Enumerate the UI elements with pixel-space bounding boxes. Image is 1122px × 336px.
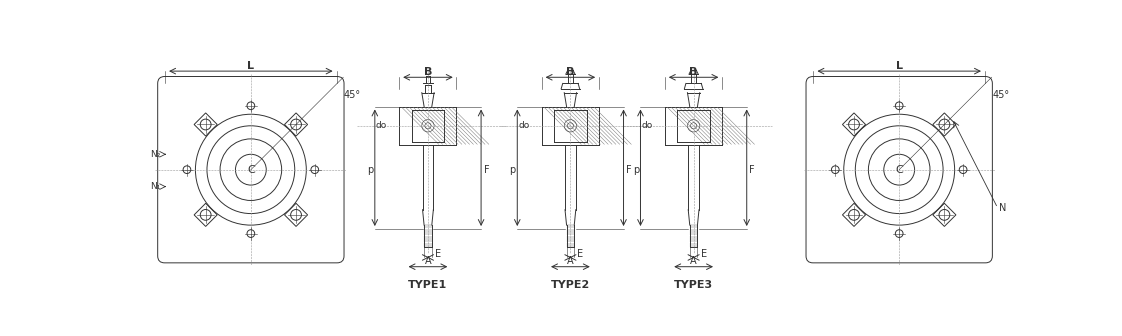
Text: do: do: [376, 121, 387, 130]
Text: B: B: [567, 67, 574, 77]
Text: F: F: [626, 165, 632, 175]
Text: N₁: N₁: [150, 182, 160, 191]
Text: p: p: [509, 165, 516, 175]
Text: E: E: [700, 249, 707, 259]
Text: A: A: [567, 256, 573, 266]
Text: do: do: [642, 121, 653, 130]
Text: TYPE3: TYPE3: [674, 280, 714, 290]
Text: N: N: [1000, 203, 1006, 213]
Text: C: C: [247, 165, 255, 175]
Text: 45°: 45°: [344, 90, 361, 100]
Text: L: L: [247, 61, 255, 71]
Text: N₂: N₂: [150, 150, 160, 159]
Text: B: B: [424, 67, 432, 77]
Text: p: p: [633, 165, 640, 175]
Text: B: B: [689, 67, 698, 77]
Text: A: A: [690, 256, 697, 266]
Text: do: do: [518, 121, 530, 130]
Text: L: L: [895, 61, 903, 71]
Text: TYPE1: TYPE1: [408, 280, 448, 290]
Text: C: C: [895, 165, 903, 175]
Text: TYPE2: TYPE2: [551, 280, 590, 290]
Text: E: E: [435, 249, 441, 259]
Text: A: A: [424, 256, 431, 266]
Text: p: p: [367, 165, 374, 175]
Text: F: F: [749, 165, 755, 175]
Text: E: E: [578, 249, 583, 259]
Text: F: F: [484, 165, 489, 175]
Text: 45°: 45°: [992, 90, 1010, 100]
